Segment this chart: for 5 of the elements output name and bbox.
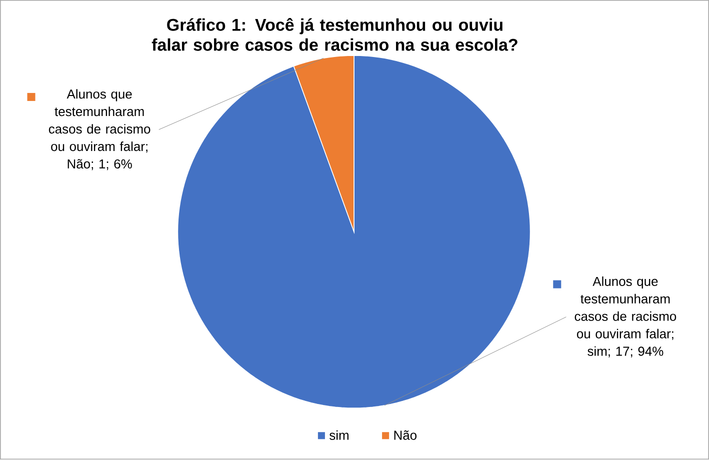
- legend-label: sim: [330, 430, 348, 440]
- legend-label: Não: [394, 430, 417, 440]
- data-label: Alunos que testemunharam casos de racismo ou ouviram falar; sim; 17; 94%: [574, 276, 676, 358]
- chart-title: Gráfico 1: Você já testemunhou ou ouviu falar sobre casos de racismo na sua escola?: [152, 18, 518, 52]
- data-label: Alunos que testemunharam casos de racismo ou ouviram falar; Não; 1; 6%: [48, 89, 150, 170]
